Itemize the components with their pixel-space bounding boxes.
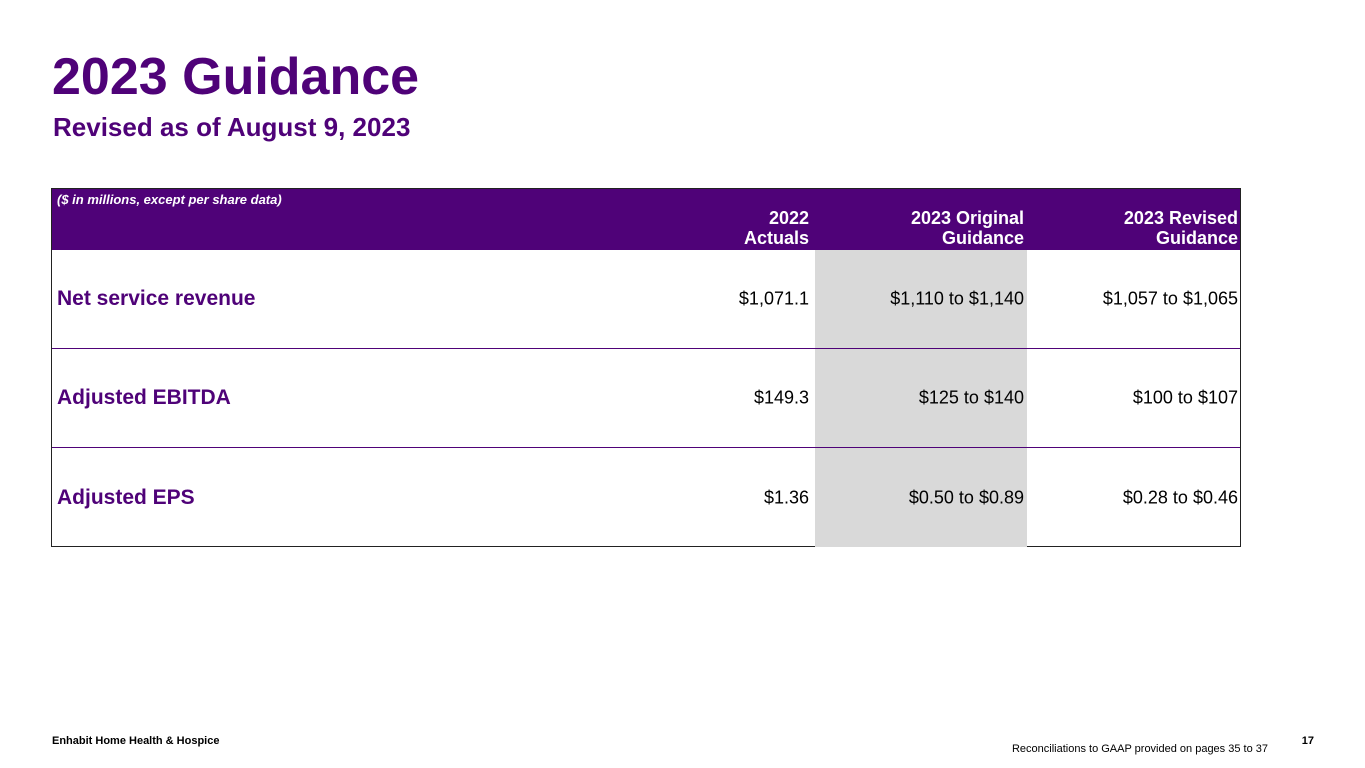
row-label: Adjusted EPS [57,485,195,509]
cell-2022-actuals: $1,071.1 [738,288,809,309]
units-note: ($ in millions, except per share data) [57,192,282,207]
cell-2023-original: $125 to $140 [918,387,1024,408]
row-label: Adjusted EBITDA [57,386,231,409]
slide-subtitle: Revised as of August 9, 2023 [53,112,411,142]
column-header-2022-actuals: 2022 Actuals [743,208,809,248]
cell-2022-actuals: $149.3 [753,387,809,408]
cell-2023-revised: $100 to $107 [1132,387,1238,408]
original-guidance-highlight [815,250,1027,547]
table-row-adjusted-eps: Adjusted EPS $1.36 $0.50 to $0.89 $0.28 … [52,448,1240,547]
table-header: ($ in millions, except per share data) 2… [52,189,1240,250]
cell-2022-actuals: $1.36 [763,487,809,507]
table-row-net-service-revenue: Net service revenue $1,071.1 $1,110 to $… [52,250,1240,349]
slide-title: 2023 Guidance [52,48,420,106]
guidance-table: ($ in millions, except per share data) 2… [51,188,1241,547]
cell-2023-original: $1,110 to $1,140 [890,288,1024,309]
table-row-adjusted-ebitda: Adjusted EBITDA $149.3 $125 to $140 $100… [52,349,1240,448]
column-header-2023-original-guidance: 2023 Original Guidance [910,208,1024,248]
cell-2023-original: $0.50 to $0.89 [908,487,1024,507]
cell-2023-revised: $0.28 to $0.46 [1122,487,1238,507]
cell-2023-revised: $1,057 to $1,065 [1102,288,1238,309]
page-number: 17 [1301,735,1314,747]
row-label: Net service revenue [57,287,256,310]
footer-company-name: Enhabit Home Health & Hospice [52,735,220,747]
column-header-2023-revised-guidance: 2023 Revised Guidance [1123,208,1238,248]
footer-reconciliation-note: Reconciliations to GAAP provided on page… [1011,743,1268,755]
